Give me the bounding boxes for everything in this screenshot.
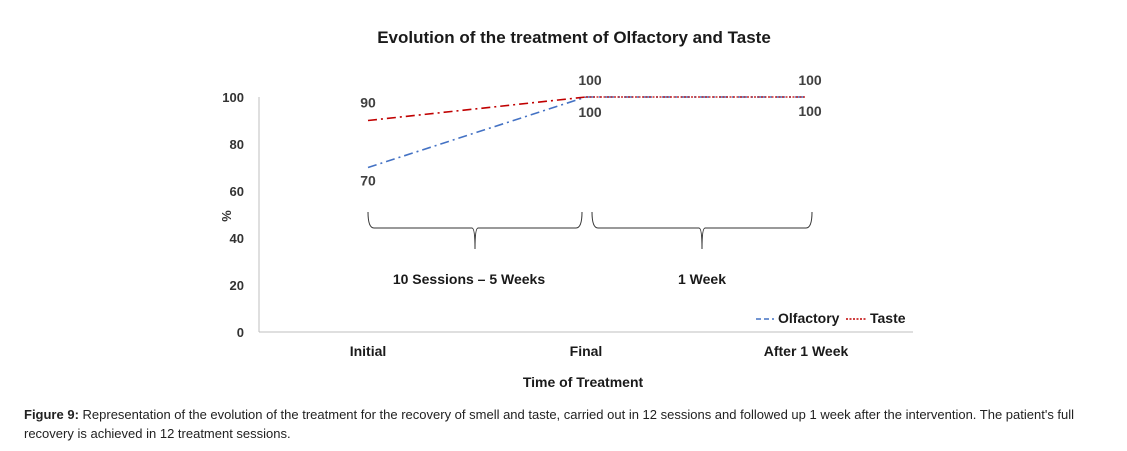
x-tick-final: Final xyxy=(570,343,603,359)
brace-1 xyxy=(367,211,583,250)
x-tick-after-1-week: After 1 Week xyxy=(764,343,849,359)
brace-annotations: 10 Sessions – 5 Weeks 1 Week xyxy=(367,211,813,287)
y-tick-60: 60 xyxy=(230,184,244,199)
data-label-olfactory-initial: 70 xyxy=(360,173,376,189)
brace-label-1: 10 Sessions – 5 Weeks xyxy=(393,271,545,287)
data-label-taste-after-1-week: 100 xyxy=(798,103,822,119)
legend-label-taste: Taste xyxy=(870,310,906,326)
olfactory-segment-1 xyxy=(367,96,587,169)
x-axis-label: Time of Treatment xyxy=(523,374,644,390)
legend: Olfactory Taste xyxy=(756,310,906,326)
chart-title: Evolution of the treatment of Olfactory … xyxy=(377,28,771,47)
data-labels: 70 100 100 90 100 100 xyxy=(360,72,822,189)
x-tick-labels: Initial Final After 1 Week xyxy=(350,343,849,359)
y-tick-20: 20 xyxy=(230,278,244,293)
caption-text: Representation of the evolution of the t… xyxy=(24,407,1075,441)
y-tick-labels: 0 20 40 60 80 100 xyxy=(222,90,244,340)
data-label-taste-initial: 90 xyxy=(360,95,376,111)
legend-label-olfactory: Olfactory xyxy=(778,310,840,326)
y-tick-80: 80 xyxy=(230,137,244,152)
y-tick-40: 40 xyxy=(230,231,244,246)
y-axis-label: % xyxy=(219,210,234,222)
brace-2 xyxy=(591,211,813,250)
series-lines xyxy=(367,96,806,169)
y-tick-100: 100 xyxy=(222,90,244,105)
x-tick-initial: Initial xyxy=(350,343,387,359)
figure-caption: Figure 9: Representation of the evolutio… xyxy=(24,405,1114,443)
data-label-olfactory-final: 100 xyxy=(578,104,602,120)
taste-segment-1 xyxy=(367,96,587,122)
brace-label-2: 1 Week xyxy=(678,271,726,287)
line-chart: Evolution of the treatment of Olfactory … xyxy=(219,28,913,390)
data-label-taste-final: 100 xyxy=(578,72,602,88)
y-tick-0: 0 xyxy=(237,325,244,340)
data-label-olfactory-after-1-week: 100 xyxy=(798,72,822,88)
caption-label: Figure 9: xyxy=(24,407,79,422)
